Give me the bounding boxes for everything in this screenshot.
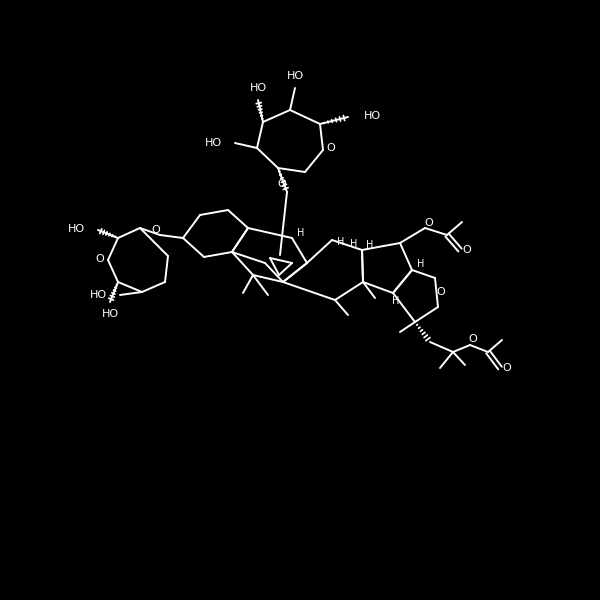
Text: HO: HO: [364, 111, 381, 121]
Text: O: O: [95, 254, 104, 264]
Text: O: O: [469, 334, 478, 344]
Text: H: H: [350, 239, 358, 249]
Text: O: O: [437, 287, 445, 297]
Text: O: O: [463, 245, 472, 255]
Text: HO: HO: [286, 71, 304, 81]
Text: H: H: [298, 228, 305, 238]
Text: H: H: [367, 240, 374, 250]
Text: O: O: [326, 143, 335, 153]
Text: HO: HO: [250, 83, 266, 93]
Text: O: O: [278, 179, 286, 189]
Text: H: H: [418, 259, 425, 269]
Text: H: H: [392, 296, 400, 306]
Text: O: O: [152, 225, 160, 235]
Text: HO: HO: [68, 224, 85, 234]
Text: H: H: [337, 237, 344, 247]
Text: HO: HO: [101, 309, 119, 319]
Text: HO: HO: [205, 138, 222, 148]
Text: O: O: [425, 218, 433, 228]
Text: HO: HO: [90, 290, 107, 300]
Text: O: O: [503, 363, 511, 373]
